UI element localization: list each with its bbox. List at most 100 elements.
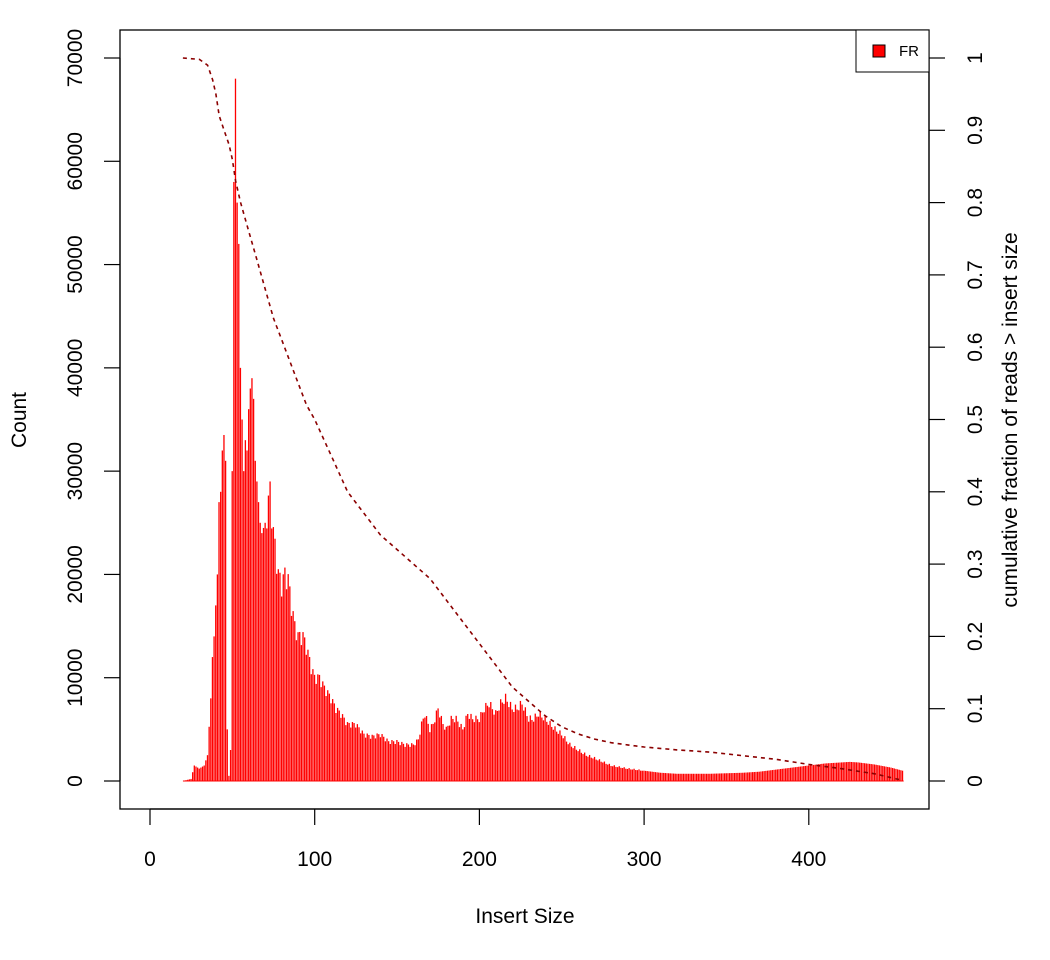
histogram-bar	[648, 771, 650, 781]
histogram-bar	[215, 605, 217, 781]
histogram-bar	[414, 745, 416, 781]
histogram-bar	[229, 750, 232, 781]
histogram-bar	[584, 752, 586, 781]
histogram-bar	[852, 762, 854, 781]
histogram-bar	[272, 527, 275, 781]
histogram-bar	[674, 773, 676, 781]
histogram-bar	[826, 763, 828, 781]
histogram-bar	[542, 720, 545, 781]
histogram-bar	[898, 769, 900, 781]
histogram-bar	[450, 715, 452, 781]
histogram-bar	[481, 712, 484, 781]
histogram-bar	[719, 773, 721, 781]
x-tick-label: 100	[297, 848, 332, 871]
histogram-bar	[705, 773, 708, 781]
x-tick-label: 0	[144, 848, 156, 871]
histogram-bar	[819, 764, 821, 781]
histogram-bar	[353, 723, 355, 781]
histogram-bar	[294, 621, 296, 781]
histogram-bar	[274, 538, 276, 781]
histogram-bar	[536, 716, 538, 781]
histogram-bar	[498, 710, 500, 781]
y-axis-right: 0 0.1 0.2 0.3 0.4 0.5 0.6 0.7 0.8 0.9 1	[928, 52, 987, 787]
histogram-bar	[514, 704, 517, 781]
histogram-bar	[883, 766, 886, 781]
histogram-bar	[760, 771, 762, 781]
histogram-bar	[509, 701, 512, 781]
histogram-bar	[290, 615, 293, 781]
histogram-bar	[368, 734, 370, 781]
histogram-bar	[608, 763, 611, 781]
histogram-bar	[687, 773, 690, 781]
histogram-bar	[740, 772, 742, 781]
histogram-bar	[677, 773, 680, 781]
histogram-bar	[752, 772, 754, 781]
histogram-bar	[340, 717, 342, 781]
histogram-bar	[766, 770, 769, 781]
histogram-bar	[546, 721, 548, 781]
histogram-bar	[710, 773, 713, 781]
histogram-bar	[327, 690, 329, 781]
y-axis-left: 0 10000 20000 30000 40000 50000 60000 70000	[64, 29, 121, 787]
histogram-bar	[628, 768, 630, 781]
histogram-bar	[435, 710, 438, 781]
histogram-bar	[312, 669, 314, 781]
histogram-bar	[635, 770, 637, 781]
histogram-bar	[521, 704, 523, 781]
histogram-bar	[330, 703, 332, 781]
histogram-bar	[280, 596, 283, 781]
y-tick-label: 0	[64, 775, 87, 787]
y2-tick-label: 0.8	[964, 188, 987, 217]
histogram-bar	[649, 771, 652, 781]
histogram-bar	[669, 773, 671, 781]
histogram-bar	[211, 657, 214, 781]
histogram-bar	[579, 749, 581, 781]
histogram-bar	[295, 640, 298, 781]
histogram-bar	[780, 769, 782, 781]
histogram-bar	[712, 773, 714, 781]
histogram-bar	[463, 727, 466, 781]
histogram-bar	[369, 738, 372, 781]
histogram-bar	[549, 720, 551, 781]
histogram-bar	[559, 730, 561, 781]
y-tick-label: 40000	[64, 339, 87, 397]
histogram-bar	[763, 771, 765, 781]
histogram-bar	[636, 770, 639, 781]
histogram-bar	[513, 711, 515, 781]
histogram-bar	[453, 722, 456, 781]
histogram-bar	[256, 481, 258, 781]
histogram-bar	[788, 767, 790, 781]
histogram-bar	[493, 714, 495, 781]
histogram-bar	[501, 702, 503, 781]
histogram-bar	[840, 762, 843, 781]
histogram-bar	[363, 733, 365, 781]
legend-label-fr: FR	[899, 43, 919, 60]
histogram-bar	[218, 502, 220, 781]
histogram-bar	[618, 766, 620, 781]
histogram-bar	[233, 181, 235, 781]
histogram-bar	[351, 722, 354, 781]
histogram-bar	[529, 715, 531, 781]
histogram-bar	[389, 744, 391, 781]
histogram-bar	[544, 715, 546, 781]
histogram-bar	[689, 773, 691, 781]
histogram-bar	[394, 743, 396, 781]
histogram-bar	[188, 779, 191, 781]
histogram-bar	[397, 741, 400, 781]
histogram-bar	[322, 681, 324, 781]
histogram-bar	[598, 759, 601, 781]
histogram-bar	[350, 727, 352, 781]
histogram-bar	[837, 762, 839, 781]
histogram-bar	[602, 762, 604, 781]
histogram-bar	[771, 770, 774, 781]
histogram-bar	[244, 440, 247, 781]
histogram-bar	[638, 769, 640, 781]
histogram-bar	[343, 717, 345, 781]
histogram-bar	[248, 409, 250, 781]
histogram-bar	[730, 773, 732, 781]
histogram-bar	[616, 767, 619, 781]
histogram-bar	[621, 768, 624, 781]
histogram-bar	[532, 721, 535, 781]
histogram-bar	[574, 745, 576, 781]
